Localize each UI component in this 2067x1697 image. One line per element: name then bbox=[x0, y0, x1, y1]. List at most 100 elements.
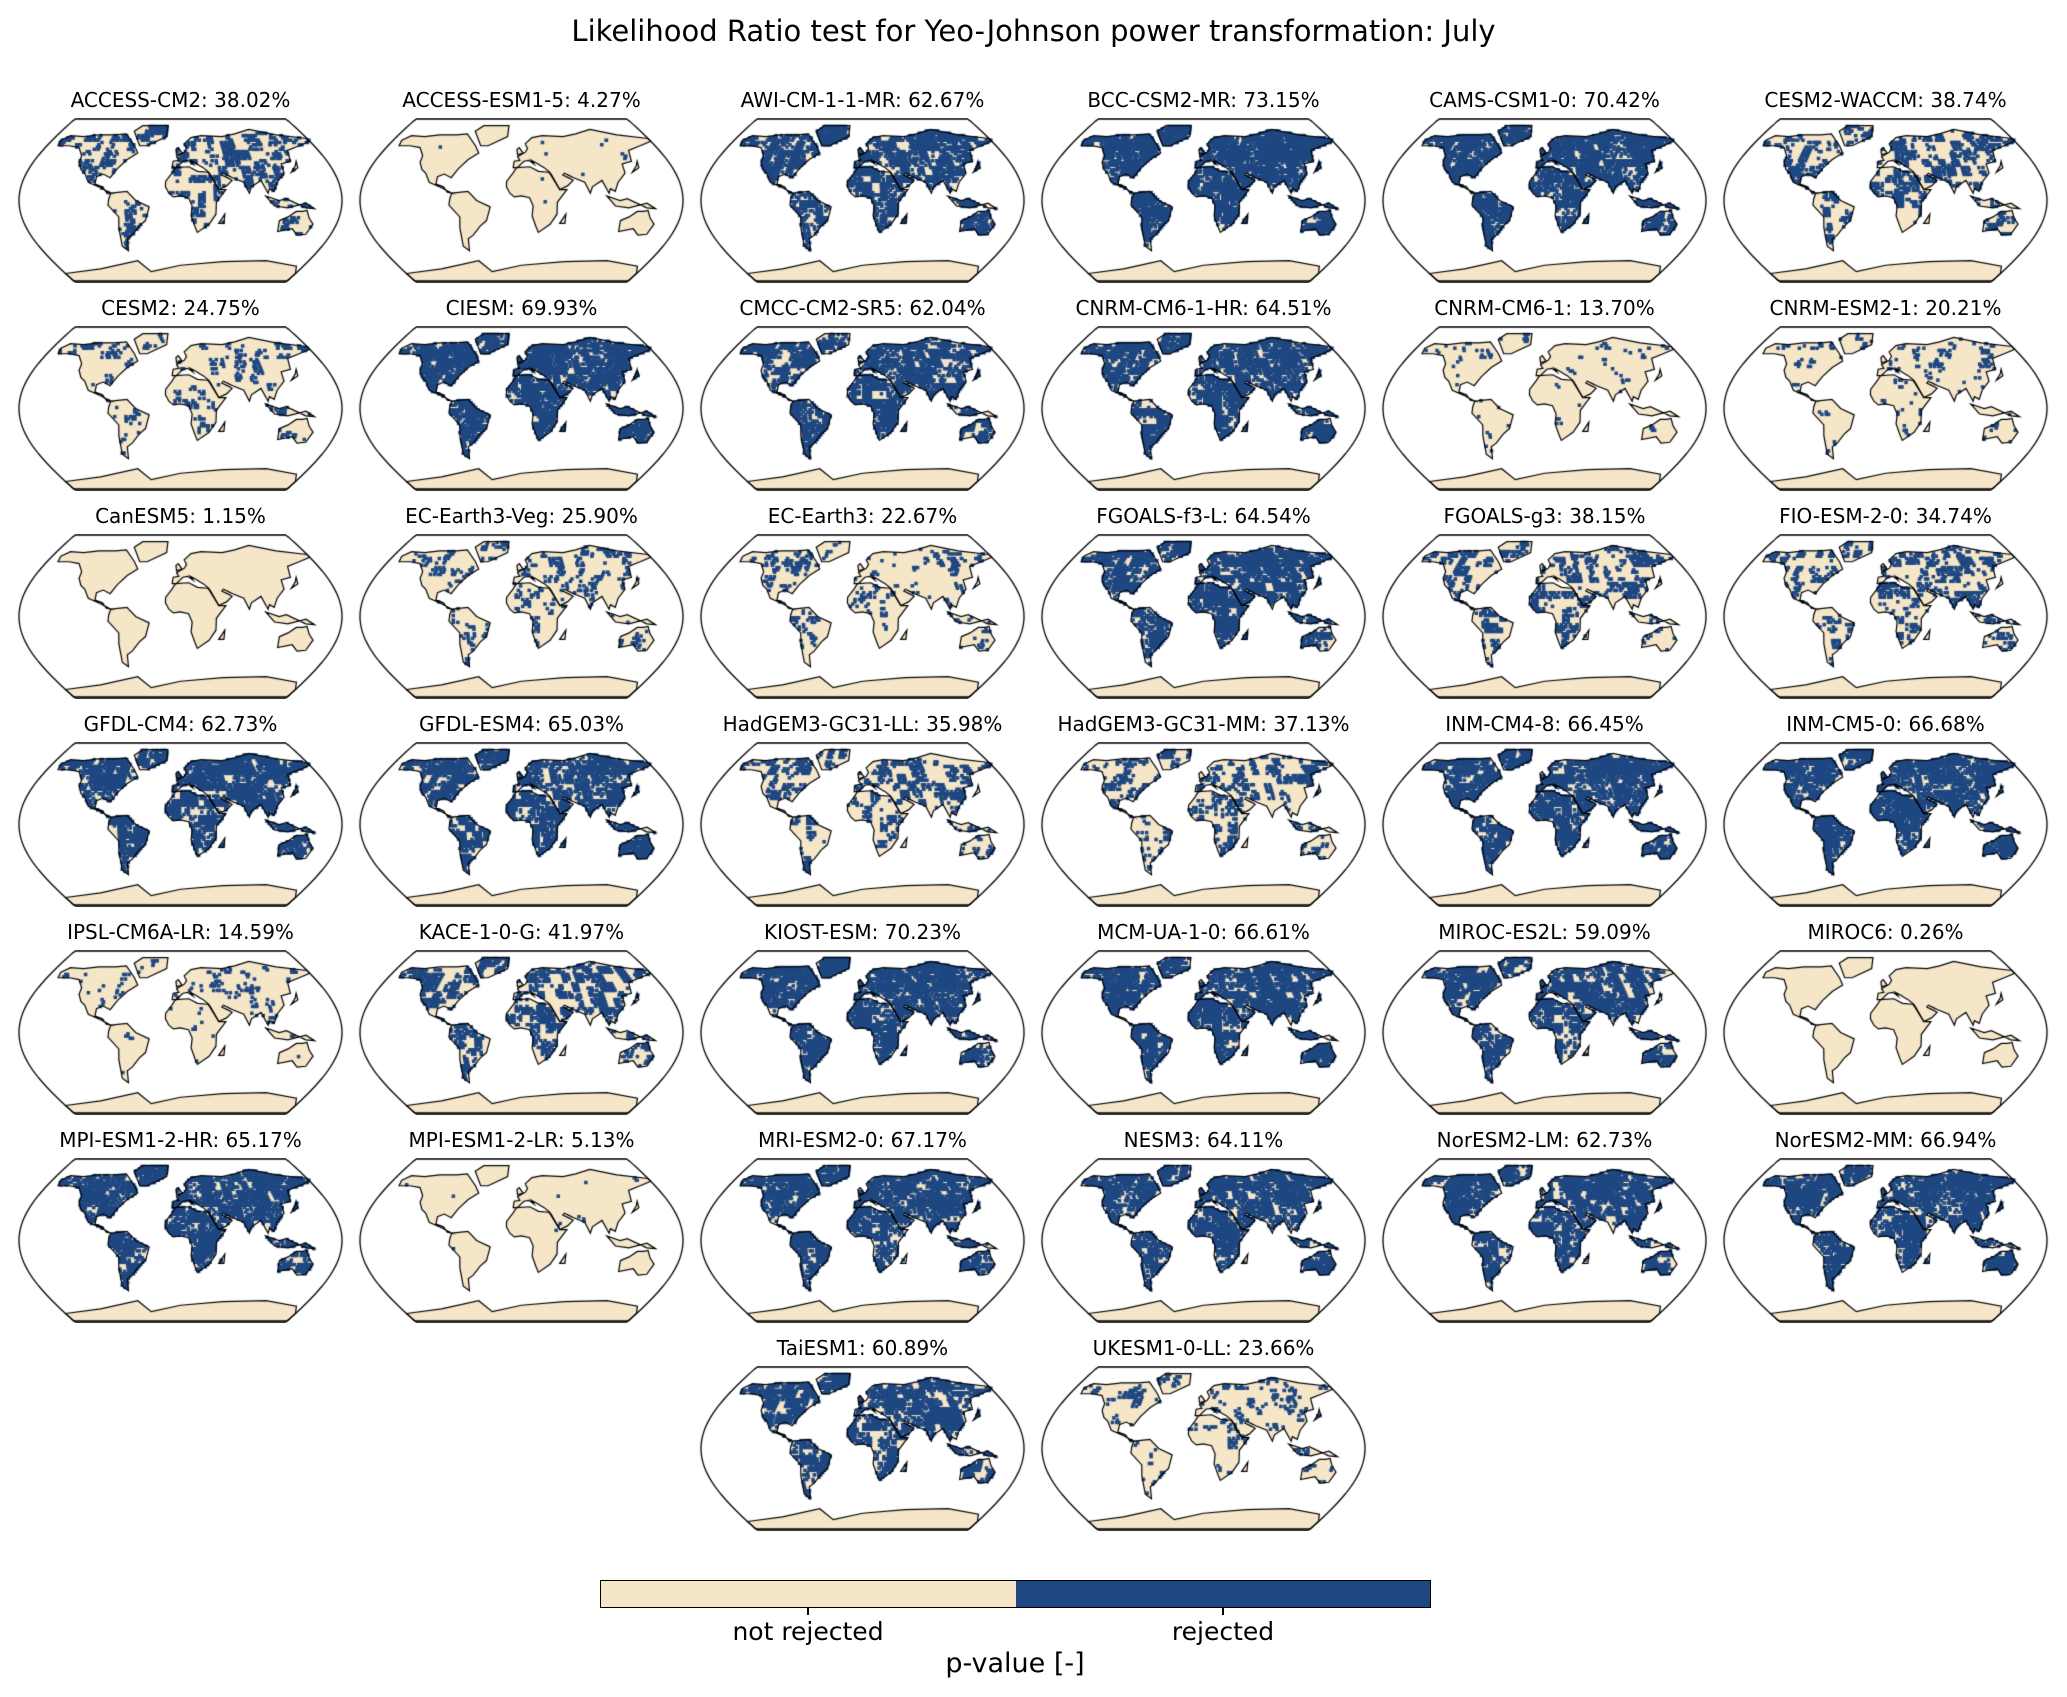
map-panel: ACCESS-ESM1-5: 4.27% bbox=[351, 80, 692, 288]
model-name: HadGEM3-GC31-LL bbox=[722, 712, 914, 736]
world-map bbox=[17, 118, 344, 283]
map-panel: FGOALS-g3: 38.15% bbox=[1374, 496, 1715, 704]
map-panel-title: MPI-ESM1-2-HR: 65.17% bbox=[10, 1128, 351, 1152]
map-panel-title: NESM3: 64.11% bbox=[1033, 1128, 1374, 1152]
colorbar bbox=[600, 1580, 1431, 1608]
world-map bbox=[1722, 742, 2049, 907]
map-panel: NorESM2-LM: 62.73% bbox=[1374, 1120, 1715, 1328]
world-map bbox=[1040, 118, 1367, 283]
world-map bbox=[1381, 950, 1708, 1115]
map-panel-title: KACE-1-0-G: 41.97% bbox=[351, 920, 692, 944]
map-panel-title: FGOALS-f3-L: 64.54% bbox=[1033, 504, 1374, 528]
rejected-percent: : 20.21% bbox=[1912, 296, 2002, 320]
map-panel-title: INM-CM4-8: 66.45% bbox=[1374, 712, 1715, 736]
model-name: CanESM5 bbox=[95, 504, 190, 528]
world-map bbox=[17, 950, 344, 1115]
rejected-percent: : 23.66% bbox=[1225, 1336, 1315, 1360]
model-name: CMCC-CM2-SR5 bbox=[739, 296, 897, 320]
world-map bbox=[1722, 534, 2049, 699]
rejected-percent: : 59.09% bbox=[1561, 920, 1651, 944]
map-panel-title: CESM2-WACCM: 38.74% bbox=[1715, 88, 2056, 112]
map-panel-title: FGOALS-g3: 38.15% bbox=[1374, 504, 1715, 528]
map-panel-title: ACCESS-ESM1-5: 4.27% bbox=[351, 88, 692, 112]
model-name: NorESM2-LM bbox=[1436, 1128, 1563, 1152]
model-name: KACE-1-0-G bbox=[418, 920, 535, 944]
rejected-percent: : 65.17% bbox=[212, 1128, 302, 1152]
map-panel: MIROC6: 0.26% bbox=[1715, 912, 2056, 1120]
model-name: CNRM-ESM2-1 bbox=[1769, 296, 1913, 320]
world-map bbox=[1040, 326, 1367, 491]
world-map bbox=[358, 118, 685, 283]
rejected-percent: : 64.54% bbox=[1221, 504, 1311, 528]
map-panel: CanESM5: 1.15% bbox=[10, 496, 351, 704]
map-panel: MPI-ESM1-2-HR: 65.17% bbox=[10, 1120, 351, 1328]
model-name: ACCESS-ESM1-5 bbox=[402, 88, 565, 112]
world-map bbox=[1381, 742, 1708, 907]
map-panel: CESM2: 24.75% bbox=[10, 288, 351, 496]
rejected-percent: : 70.23% bbox=[871, 920, 961, 944]
rejected-percent: : 62.04% bbox=[896, 296, 986, 320]
rejected-percent: : 60.89% bbox=[858, 1336, 949, 1360]
rejected-percent: : 69.93% bbox=[508, 296, 598, 320]
map-panel-title: AWI-CM-1-1-MR: 62.67% bbox=[692, 88, 1033, 112]
rejected-percent: : 38.15% bbox=[1556, 504, 1646, 528]
colorbar-label-rejected: rejected bbox=[1171, 1617, 1275, 1646]
map-panel: GFDL-ESM4: 65.03% bbox=[351, 704, 692, 912]
rejected-percent: : 41.97% bbox=[534, 920, 625, 944]
colorbar-tick bbox=[1222, 1608, 1224, 1615]
rejected-percent: : 38.74% bbox=[1917, 88, 2007, 112]
map-panel: CAMS-CSM1-0: 70.42% bbox=[1374, 80, 1715, 288]
model-name: FIO-ESM-2-0 bbox=[1779, 504, 1903, 528]
map-panel-title: NorESM2-MM: 66.94% bbox=[1715, 1128, 2056, 1152]
world-map bbox=[1722, 326, 2049, 491]
rejected-percent: : 35.98% bbox=[913, 712, 1003, 736]
model-name: BCC-CSM2-MR bbox=[1087, 88, 1231, 112]
rejected-percent: : 38.02% bbox=[201, 88, 291, 112]
map-panel: NESM3: 64.11% bbox=[1033, 1120, 1374, 1328]
rejected-percent: : 65.03% bbox=[534, 712, 625, 736]
map-panel: MRI-ESM2-0: 67.17% bbox=[692, 1120, 1033, 1328]
map-panel: HadGEM3-GC31-MM: 37.13% bbox=[1033, 704, 1374, 912]
colorbar-title: p-value [-] bbox=[945, 1648, 1085, 1679]
world-map bbox=[1381, 326, 1708, 491]
map-panel-title: MIROC-ES2L: 59.09% bbox=[1374, 920, 1715, 944]
map-panel: KACE-1-0-G: 41.97% bbox=[351, 912, 692, 1120]
map-panel: TaiESM1: 60.89% bbox=[692, 1328, 1033, 1536]
model-name: FGOALS-f3-L bbox=[1096, 504, 1222, 528]
model-name: UKESM1-0-LL bbox=[1092, 1336, 1226, 1360]
rejected-percent: : 24.75% bbox=[170, 296, 260, 320]
map-panel: CMCC-CM2-SR5: 62.04% bbox=[692, 288, 1033, 496]
model-name: MIROC6 bbox=[1807, 920, 1887, 944]
map-panel: INM-CM5-0: 66.68% bbox=[1715, 704, 2056, 912]
rejected-percent: : 66.94% bbox=[1907, 1128, 1997, 1152]
map-panel: EC-Earth3: 22.67% bbox=[692, 496, 1033, 704]
map-panel-title: TaiESM1: 60.89% bbox=[692, 1336, 1033, 1360]
model-name: EC-Earth3-Veg bbox=[405, 504, 549, 528]
map-panel-title: GFDL-CM4: 62.73% bbox=[10, 712, 351, 736]
world-map bbox=[699, 950, 1026, 1115]
model-name: AWI-CM-1-1-MR bbox=[740, 88, 895, 112]
map-panel: FGOALS-f3-L: 64.54% bbox=[1033, 496, 1374, 704]
world-map bbox=[358, 326, 685, 491]
world-map bbox=[358, 534, 685, 699]
map-panel-title: MRI-ESM2-0: 67.17% bbox=[692, 1128, 1033, 1152]
rejected-percent: : 62.67% bbox=[894, 88, 985, 112]
rejected-percent: : 13.70% bbox=[1565, 296, 1655, 320]
map-panel: HadGEM3-GC31-LL: 35.98% bbox=[692, 704, 1033, 912]
world-map bbox=[1381, 118, 1708, 283]
model-name: NorESM2-MM bbox=[1774, 1128, 1908, 1152]
model-name: TaiESM1 bbox=[776, 1336, 859, 1360]
rejected-percent: : 0.26% bbox=[1886, 920, 1964, 944]
map-panel: INM-CM4-8: 66.45% bbox=[1374, 704, 1715, 912]
map-panel-title: CMCC-CM2-SR5: 62.04% bbox=[692, 296, 1033, 320]
map-panel-title: CESM2: 24.75% bbox=[10, 296, 351, 320]
map-panel-title: BCC-CSM2-MR: 73.15% bbox=[1033, 88, 1374, 112]
rejected-percent: : 62.73% bbox=[1563, 1128, 1653, 1152]
model-name: MCM-UA-1-0 bbox=[1097, 920, 1221, 944]
world-map bbox=[699, 534, 1026, 699]
world-map bbox=[1722, 1158, 2049, 1323]
map-panel-title: KIOST-ESM: 70.23% bbox=[692, 920, 1033, 944]
model-name: CESM2-WACCM bbox=[1764, 88, 1918, 112]
map-panel: IPSL-CM6A-LR: 14.59% bbox=[10, 912, 351, 1120]
map-panel-title: CIESM: 69.93% bbox=[351, 296, 692, 320]
